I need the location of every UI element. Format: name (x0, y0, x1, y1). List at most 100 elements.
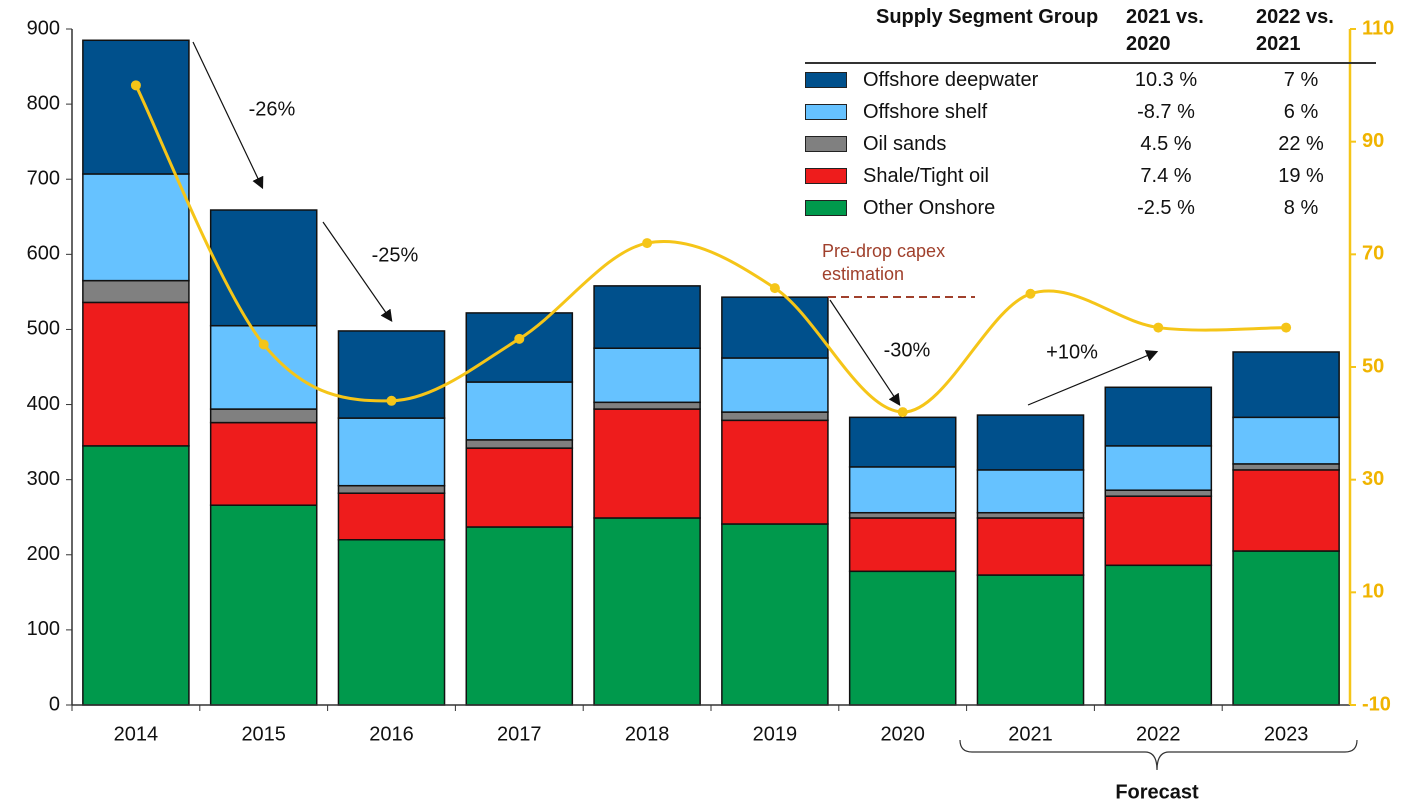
bar-segment (848, 416, 957, 468)
bar-segment (721, 296, 829, 359)
line-point (258, 339, 269, 350)
legend-cell: 7 % (1283, 68, 1319, 91)
bar-segment (721, 411, 829, 422)
x-tick-label: 2017 (497, 723, 542, 745)
bar-segment (593, 517, 701, 706)
x-tick-label: 2016 (369, 723, 414, 745)
line-point (642, 238, 653, 249)
y2-tick-label: 50 (1362, 355, 1384, 377)
bar-segment (976, 517, 1085, 576)
bar-segment (337, 492, 446, 541)
bar-segment (593, 285, 701, 349)
legend-row: Oil sands 4.5 % 22 % (805, 128, 1376, 160)
line-point (897, 407, 908, 418)
bar-segment (721, 419, 829, 525)
line-point (769, 283, 780, 294)
line-point (130, 80, 141, 91)
bar-segment (1104, 489, 1213, 497)
bar-segment (337, 484, 446, 494)
arrow (192, 41, 264, 190)
bar-segment (209, 209, 318, 327)
legend-cell (805, 160, 863, 192)
legend-cell (805, 63, 863, 96)
annotation: -25% (372, 244, 419, 266)
legend-row: Shale/Tight oil 7.4 % 19 % (805, 160, 1376, 192)
arrow (829, 299, 901, 406)
y2-tick-label: 10 (1362, 581, 1384, 603)
bar-segment (976, 414, 1085, 471)
y-tick-label: 400 (27, 393, 60, 415)
bar-segment (976, 511, 1085, 519)
y-tick-label: 0 (49, 693, 60, 715)
legend-header: 2021 vs. 2020 (1106, 4, 1226, 64)
bar-segment (848, 511, 957, 519)
bar-segment (1232, 550, 1340, 706)
bar-segment (209, 504, 318, 706)
bar-segment (1104, 386, 1213, 447)
line-point (1025, 288, 1036, 299)
legend-cell: 10.3 % (1134, 68, 1198, 91)
x-tick-label: 2023 (1264, 723, 1309, 745)
bar-segment (82, 279, 190, 304)
bar-segment (1104, 495, 1213, 567)
y-tick-label: 300 (27, 468, 60, 490)
arrow (322, 221, 393, 322)
bar-segment (209, 324, 318, 410)
y-tick-label: 800 (27, 92, 60, 114)
bar-segment (1104, 445, 1213, 491)
legend-swatch (805, 72, 847, 89)
bar-segment (465, 312, 574, 383)
legend-cell: -2.5 % (1137, 196, 1195, 219)
x-tick-label: 2018 (625, 723, 670, 745)
bar-segment (593, 347, 701, 404)
legend-swatch (805, 200, 847, 217)
bar-segment (1232, 469, 1340, 552)
legend-cell: Oil sands (863, 132, 947, 155)
x-tick-label: 2019 (753, 723, 798, 745)
bar-segment (721, 523, 829, 706)
legend-row: Offshore deepwater 10.3 % 7 % (805, 63, 1376, 96)
bar-segment (1232, 463, 1340, 471)
bar-segment (465, 526, 574, 706)
y-tick-label: 500 (27, 318, 60, 340)
bar-segment (976, 469, 1085, 514)
annotation: Forecast (1115, 781, 1199, 803)
bar-segment (82, 445, 190, 706)
bar-segment (1104, 564, 1213, 706)
annotation: +10% (1046, 341, 1098, 363)
arrow (1027, 350, 1159, 406)
bar-segment (1232, 416, 1340, 465)
bar-segment (337, 417, 446, 487)
x-tick-label: 2014 (114, 723, 159, 745)
legend-cell: -8.7 % (1137, 100, 1195, 123)
legend-cell: 19 % (1278, 164, 1324, 187)
line-point (514, 333, 525, 344)
legend-row: Offshore shelf -8.7 % 6 % (805, 96, 1376, 128)
legend-row: Other Onshore -2.5 % 8 % (805, 192, 1376, 224)
legend-swatch (805, 168, 847, 185)
brace (959, 739, 1358, 771)
bar-segment (848, 466, 957, 514)
x-tick-label: 2021 (1008, 723, 1053, 745)
y2-tick-label: 90 (1362, 130, 1384, 152)
legend-cell: 7.4 % (1140, 164, 1192, 187)
y-tick-label: 200 (27, 543, 60, 565)
line-point (1153, 322, 1164, 333)
bar-segment (82, 173, 190, 282)
line-point (386, 395, 397, 406)
annotation: -30% (884, 339, 931, 361)
bar-segment (465, 381, 574, 441)
y-tick-label: 900 (27, 17, 60, 39)
bar-segment (848, 517, 957, 573)
x-tick-label: 2020 (880, 723, 925, 745)
legend-cell: 22 % (1278, 132, 1324, 155)
bar-segment (465, 439, 574, 449)
line (134, 84, 1287, 414)
x-tick-label: 2015 (241, 723, 286, 745)
annotation: -26% (249, 98, 296, 120)
y2-tick-label: 30 (1362, 468, 1384, 490)
legend-cell (805, 192, 863, 224)
bar-segment (465, 447, 574, 528)
legend-cell: 8 % (1283, 196, 1319, 219)
